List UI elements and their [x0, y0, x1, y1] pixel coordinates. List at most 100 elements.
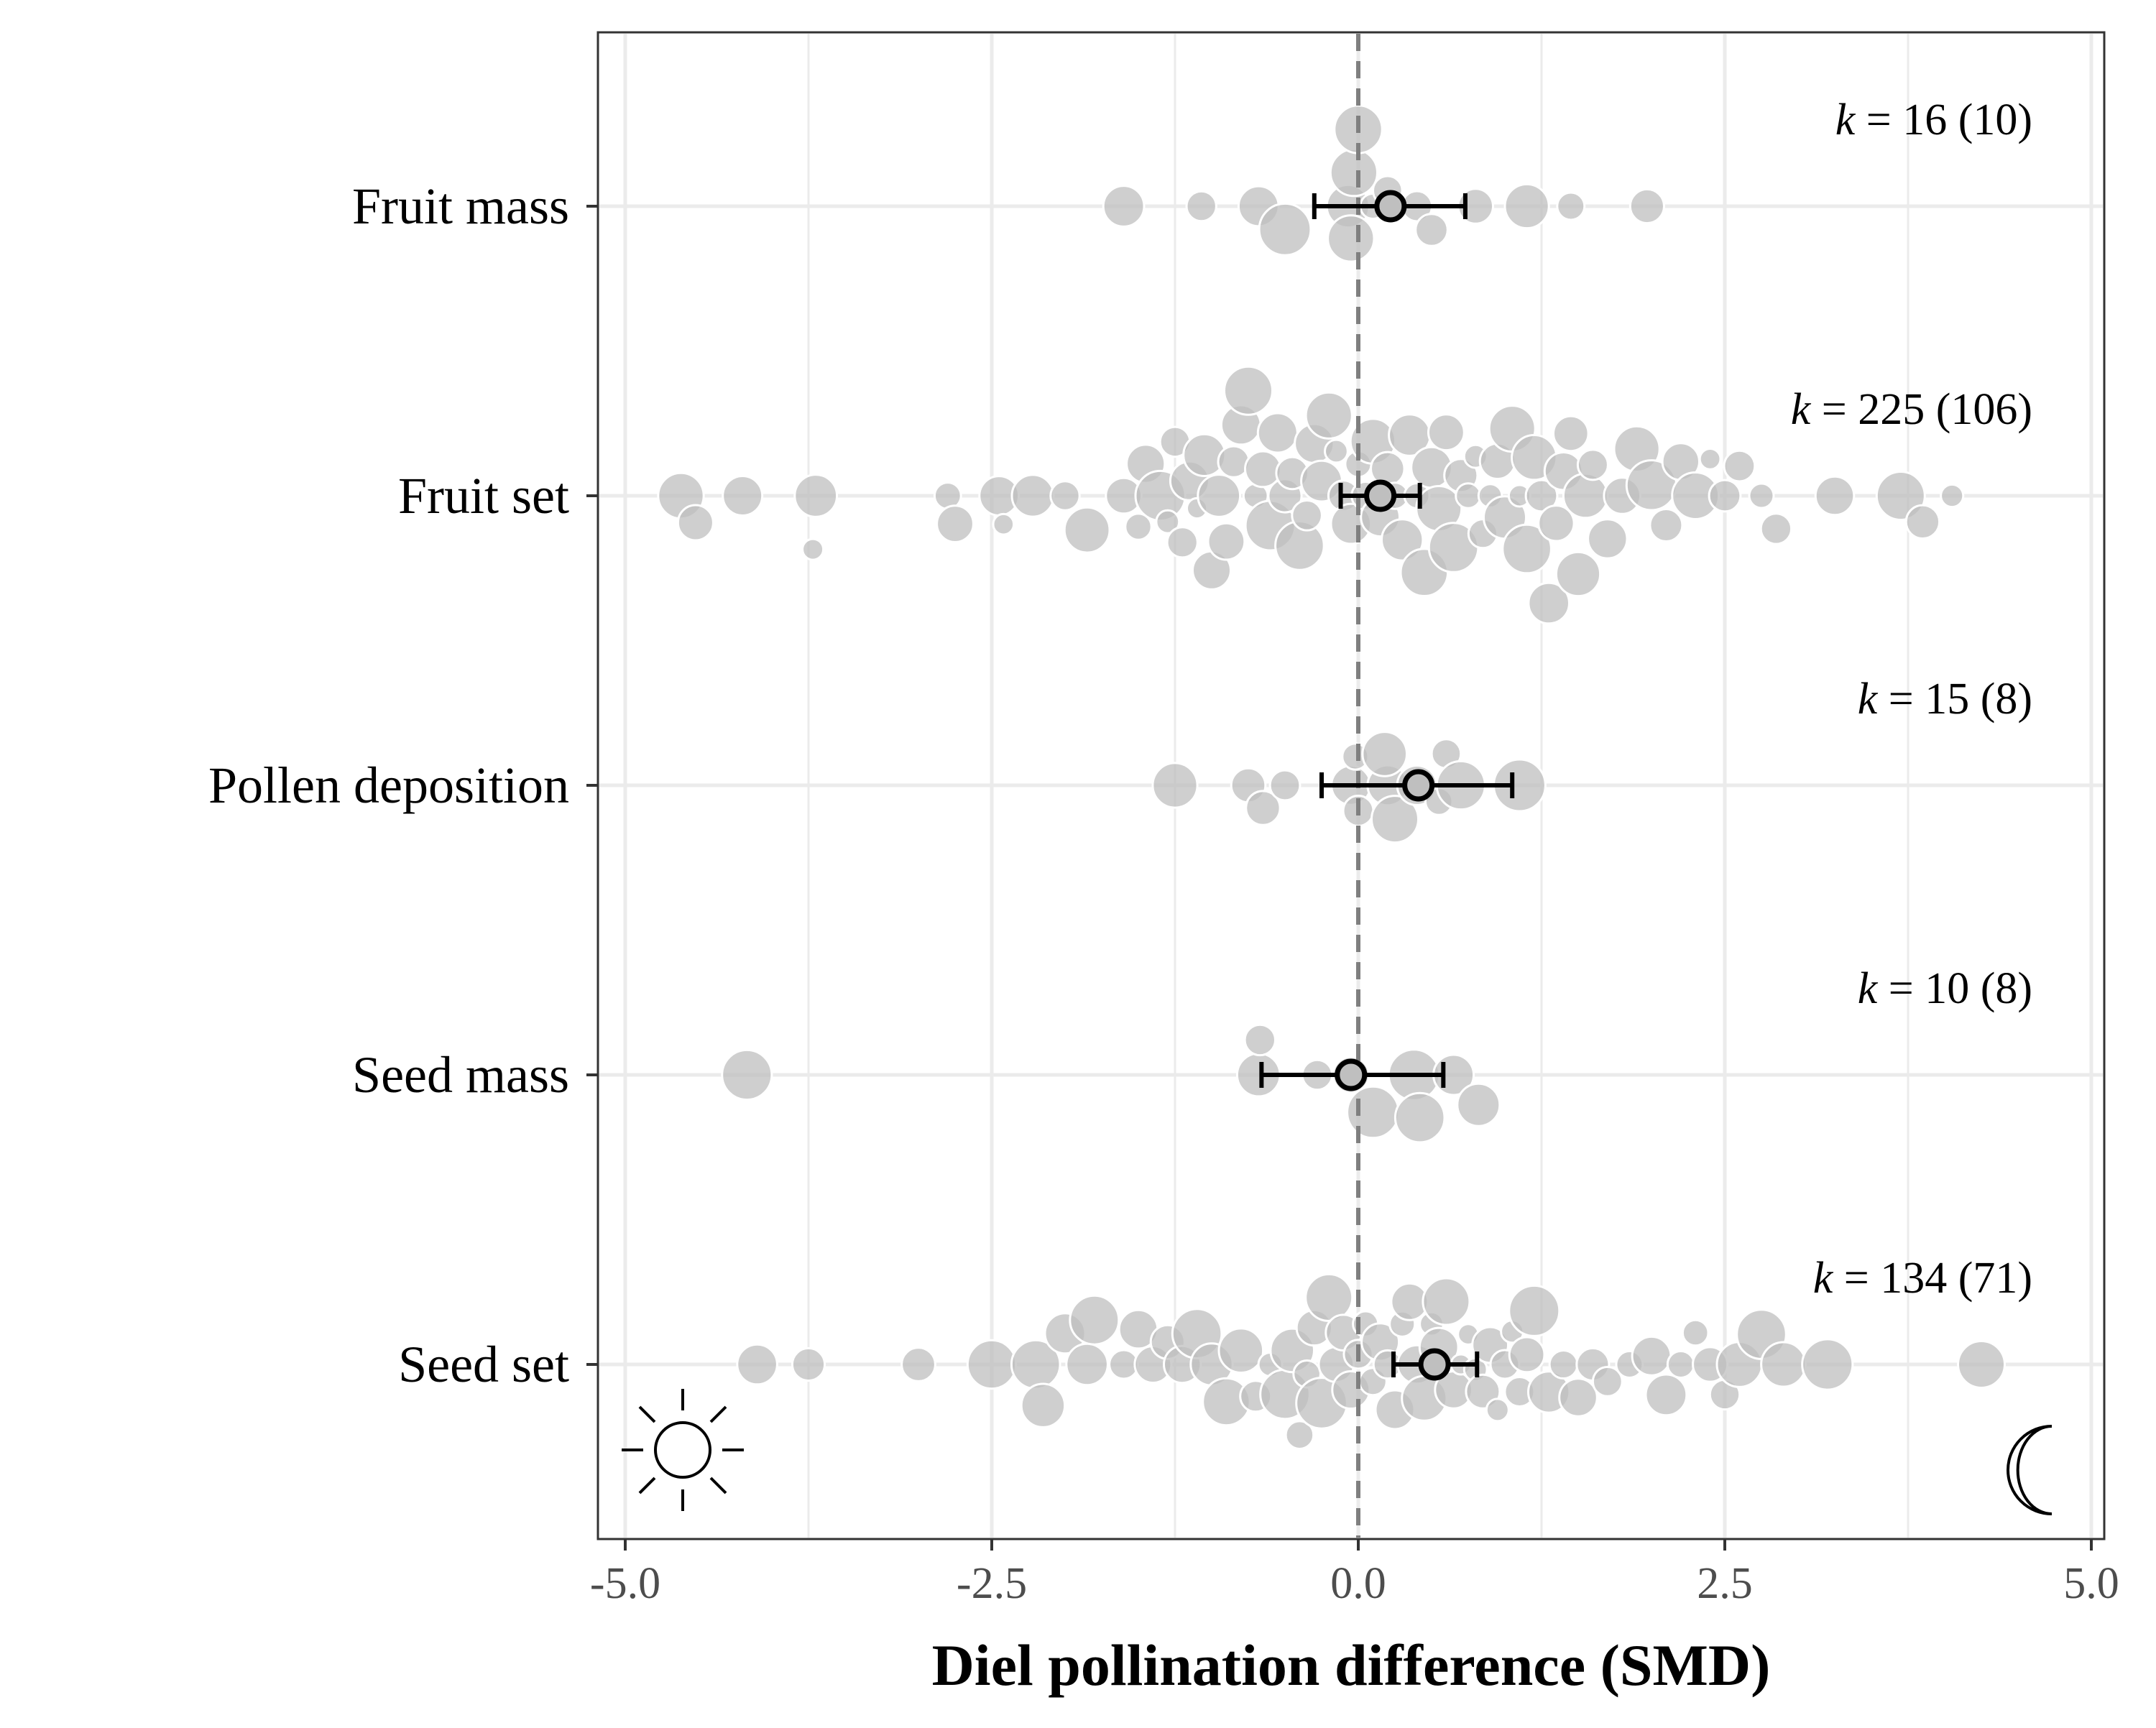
- k-value: = 10 (8): [1877, 964, 2032, 1013]
- data-point: [1587, 518, 1628, 560]
- data-point: [1020, 1382, 1067, 1428]
- data-point: [1370, 795, 1419, 844]
- data-point: [966, 1339, 1018, 1390]
- points-layer: [657, 104, 2006, 1450]
- data-point: [1284, 1420, 1315, 1450]
- data-point: [1814, 475, 1856, 517]
- k-count-label: k = 134 (71): [1813, 1254, 2032, 1303]
- data-point: [1748, 482, 1775, 509]
- estimate-point: [1364, 479, 1397, 512]
- k-value: = 134 (71): [1833, 1254, 2032, 1303]
- data-point: [1666, 1350, 1695, 1379]
- data-point: [1063, 506, 1111, 554]
- x-tick-label: -5.0: [590, 1559, 660, 1608]
- data-point: [1243, 1023, 1277, 1057]
- data-point: [1723, 449, 1756, 483]
- data-point: [722, 475, 764, 517]
- data-point: [791, 1346, 826, 1382]
- x-tick-label: -2.5: [957, 1559, 1027, 1608]
- data-point: [1185, 190, 1217, 223]
- data-point: [1329, 148, 1379, 198]
- data-point: [1456, 1082, 1501, 1127]
- data-point: [1558, 1377, 1598, 1418]
- data-point: [1049, 480, 1081, 512]
- data-point: [1258, 202, 1312, 257]
- estimate-point: [1418, 1348, 1451, 1381]
- data-point: [1631, 1335, 1672, 1377]
- k-symbol: k: [1858, 964, 1879, 1013]
- data-point: [676, 504, 714, 542]
- moon-icon: [2007, 1425, 2053, 1515]
- data-point: [1537, 504, 1575, 542]
- data-point: [1422, 1277, 1471, 1326]
- data-point: [1245, 790, 1281, 826]
- data-point: [1291, 499, 1323, 532]
- x-tick-label: 0.0: [1330, 1559, 1386, 1608]
- category-label: Pollen deposition: [208, 757, 569, 814]
- k-count-label: k = 15 (8): [1858, 675, 2032, 724]
- data-point: [1124, 512, 1153, 541]
- data-point: [1554, 550, 1602, 598]
- k-count-label: k = 225 (106): [1791, 385, 2032, 434]
- data-point: [1562, 472, 1609, 519]
- data-point: [1904, 504, 1941, 540]
- k-symbol: k: [1858, 675, 1879, 724]
- sun-icon: [622, 1389, 744, 1511]
- data-point: [1698, 448, 1722, 471]
- data-point: [736, 1343, 778, 1386]
- data-point: [1681, 1318, 1710, 1347]
- data-point: [1217, 1327, 1265, 1374]
- data-point: [1940, 483, 1965, 509]
- data-point: [1485, 1397, 1510, 1423]
- estimate-point: [1374, 190, 1407, 223]
- data-point: [1508, 1284, 1561, 1337]
- data-point: [721, 1048, 773, 1101]
- x-tick-label: 2.5: [1697, 1559, 1753, 1608]
- data-point: [1010, 473, 1055, 518]
- k-symbol: k: [1813, 1254, 1834, 1303]
- data-point: [1346, 1085, 1400, 1140]
- estimate-layer: [1259, 190, 1515, 1381]
- data-point: [1155, 509, 1181, 535]
- estimate-point: [1402, 769, 1435, 802]
- axis-layer: -5.0 -2.5 0.0 2.5 5.0: [586, 205, 2119, 1608]
- k-value: = 225 (106): [1810, 385, 2032, 434]
- data-point: [1223, 365, 1273, 416]
- data-point: [1760, 1341, 1807, 1388]
- data-point: [1548, 1349, 1579, 1380]
- estimate-point: [1335, 1058, 1368, 1091]
- data-point: [1304, 391, 1353, 440]
- data-point: [1591, 1366, 1623, 1397]
- data-point: [1065, 1342, 1109, 1387]
- k-symbol: k: [1835, 96, 1856, 144]
- data-point: [1324, 438, 1349, 464]
- data-point: [992, 512, 1015, 536]
- data-point: [1151, 762, 1199, 809]
- data-point: [801, 537, 825, 561]
- k-count-label: k = 10 (8): [1858, 964, 2032, 1013]
- data-point: [1508, 1336, 1546, 1374]
- data-point: [936, 504, 975, 543]
- data-point: [1501, 523, 1552, 575]
- data-point: [1576, 448, 1609, 481]
- x-axis-title: Diel pollination difference (SMD): [932, 1632, 1771, 1698]
- data-point: [1197, 473, 1242, 518]
- data-point: [1414, 213, 1449, 247]
- data-point: [1649, 508, 1684, 542]
- k-value: = 16 (10): [1855, 96, 2032, 144]
- data-point: [1207, 522, 1246, 561]
- k-count-label: k = 16 (10): [1835, 96, 2032, 144]
- x-tick-label: 5.0: [2063, 1559, 2119, 1608]
- data-point: [1102, 185, 1146, 228]
- data-point: [1644, 1373, 1688, 1417]
- data-point: [1327, 214, 1376, 263]
- data-point: [1069, 1294, 1120, 1346]
- data-point: [1393, 1091, 1446, 1144]
- category-label: Fruit mass: [352, 177, 569, 235]
- data-point: [1708, 479, 1742, 513]
- data-point: [1759, 512, 1793, 545]
- data-point: [1381, 518, 1424, 562]
- k-symbol: k: [1791, 385, 1812, 434]
